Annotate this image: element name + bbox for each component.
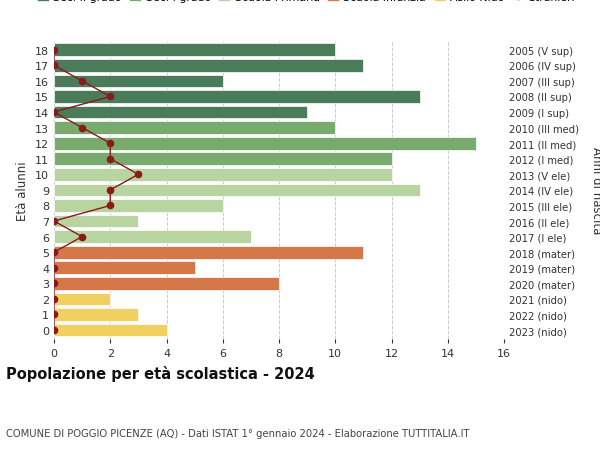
Text: Popolazione per età scolastica - 2024: Popolazione per età scolastica - 2024	[6, 366, 315, 382]
Bar	[54, 324, 167, 337]
Bar	[54, 262, 194, 274]
Text: COMUNE DI POGGIO PICENZE (AQ) - Dati ISTAT 1° gennaio 2024 - Elaborazione TUTTIT: COMUNE DI POGGIO PICENZE (AQ) - Dati IST…	[6, 428, 470, 438]
Bar	[54, 168, 392, 181]
Bar	[54, 246, 364, 259]
Bar	[54, 60, 364, 73]
Bar	[54, 200, 223, 213]
Y-axis label: Età alunni: Età alunni	[16, 161, 29, 220]
Bar	[54, 122, 335, 134]
Bar	[54, 106, 307, 119]
Bar	[54, 75, 223, 88]
Bar	[54, 44, 335, 57]
Bar	[54, 277, 279, 290]
Bar	[54, 293, 110, 306]
Bar	[54, 153, 392, 166]
Bar	[54, 215, 139, 228]
Bar	[54, 308, 139, 321]
Y-axis label: Anni di nascita: Anni di nascita	[590, 147, 600, 234]
Legend: Sec. II grado, Sec. I grado, Scuola Primaria, Scuola Infanzia, Asilo Nido, Stran: Sec. II grado, Sec. I grado, Scuola Prim…	[37, 0, 575, 3]
Bar	[54, 91, 419, 104]
Bar	[54, 231, 251, 243]
Bar	[54, 184, 419, 197]
Bar	[54, 138, 476, 150]
